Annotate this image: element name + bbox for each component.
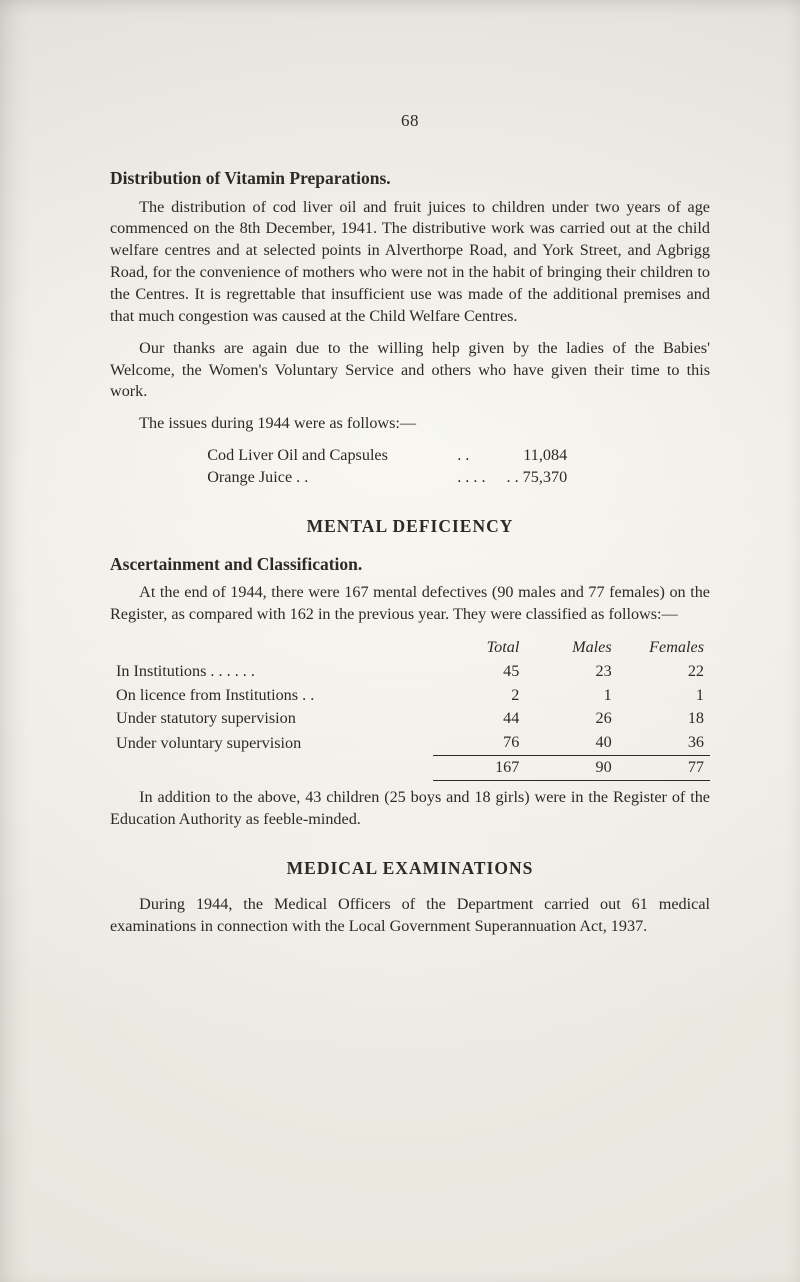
cell-males: 26 xyxy=(525,707,617,731)
cell-total: 76 xyxy=(433,731,525,755)
table-header-row: Total Males Females xyxy=(110,636,710,660)
cell-males: 23 xyxy=(525,660,617,684)
page-number: 68 xyxy=(110,110,710,133)
page: 68 Distribution of Vitamin Preparations.… xyxy=(0,0,800,1282)
table-totals-row: 167 90 77 xyxy=(110,756,710,781)
col-males: Males xyxy=(525,636,617,660)
cell-females: 36 xyxy=(618,731,710,755)
table-row: On licence from Institutions . . 2 1 1 xyxy=(110,684,710,708)
cell-total: 45 xyxy=(433,660,525,684)
section-heading-mental: MENTAL DEFICIENCY xyxy=(110,515,710,539)
figure-dots: . . xyxy=(457,445,487,467)
cell-males: 1 xyxy=(525,684,617,708)
para-mental-1: At the end of 1944, there were 167 menta… xyxy=(110,582,710,626)
col-blank xyxy=(110,636,433,660)
total-males: 90 xyxy=(525,756,617,781)
section-medical-exams: MEDICAL EXAMINATIONS During 1944, the Me… xyxy=(110,857,710,938)
cell-total: 2 xyxy=(433,684,525,708)
para-medical-1: During 1944, the Medical Officers of the… xyxy=(110,894,710,938)
section-heading-medical: MEDICAL EXAMINATIONS xyxy=(110,857,710,881)
row-label: On licence from Institutions . . xyxy=(110,684,433,708)
total-total: 167 xyxy=(433,756,525,781)
para-vitamin-2: Our thanks are again due to the willing … xyxy=(110,338,710,404)
table-row: Under voluntary supervision 76 40 36 xyxy=(110,731,710,755)
row-label: Under statutory supervision xyxy=(110,707,433,731)
total-females: 77 xyxy=(618,756,710,781)
cell-females: 18 xyxy=(618,707,710,731)
cell-females: 22 xyxy=(618,660,710,684)
col-females: Females xyxy=(618,636,710,660)
figure-row: Cod Liver Oil and Capsules . . 11,084 xyxy=(207,445,710,467)
issues-figures: Cod Liver Oil and Capsules . . 11,084 Or… xyxy=(207,445,710,489)
col-total: Total xyxy=(433,636,525,660)
section-heading-vitamin: Distribution of Vitamin Preparations. xyxy=(110,167,710,191)
figure-label: Cod Liver Oil and Capsules xyxy=(207,445,457,467)
row-label: In Institutions . . . . . . xyxy=(110,660,433,684)
para-vitamin-3: The issues during 1944 were as follows:— xyxy=(110,413,710,435)
cell-females: 1 xyxy=(618,684,710,708)
section-mental-deficiency: MENTAL DEFICIENCY Ascertainment and Clas… xyxy=(110,515,710,831)
para-mental-2: In addition to the above, 43 children (2… xyxy=(110,787,710,831)
para-vitamin-1: The distribution of cod liver oil and fr… xyxy=(110,197,710,328)
subheading-ascertainment: Ascertainment and Classification. xyxy=(110,553,710,577)
table-row: Under statutory supervision 44 26 18 xyxy=(110,707,710,731)
figure-row: Orange Juice . . . . . . . . 75,370 xyxy=(207,467,710,489)
row-label-blank xyxy=(110,756,433,781)
classification-table: Total Males Females In Institutions . . … xyxy=(110,636,710,781)
figure-value: 11,084 xyxy=(487,445,567,467)
cell-males: 40 xyxy=(525,731,617,755)
figure-value: . . 75,370 xyxy=(487,467,567,489)
cell-total: 44 xyxy=(433,707,525,731)
section-vitamin: Distribution of Vitamin Preparations. Th… xyxy=(110,167,710,489)
figure-dots: . . . . xyxy=(457,467,487,489)
table-row: In Institutions . . . . . . 45 23 22 xyxy=(110,660,710,684)
figure-label: Orange Juice . . xyxy=(207,467,457,489)
row-label: Under voluntary supervision xyxy=(110,731,433,755)
